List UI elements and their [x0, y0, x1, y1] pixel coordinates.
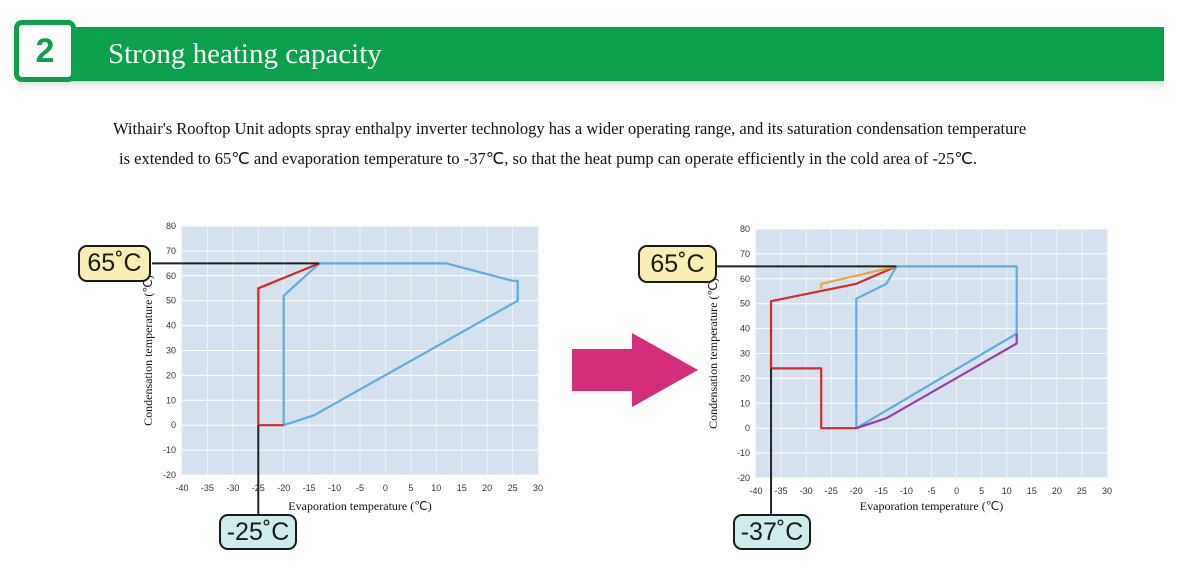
x-axis-label: Evaporation temperature (℃)	[860, 499, 1003, 513]
x-tick-label: -40	[749, 486, 762, 496]
y-axis-label: Condensation temperature (℃)	[141, 275, 155, 426]
x-tick-label: -20	[850, 486, 863, 496]
x-tick-label: -10	[328, 483, 341, 493]
x-tick-label: -10	[900, 486, 913, 496]
y-tick-label: 30	[166, 346, 176, 356]
x-tick-label: 25	[1077, 486, 1087, 496]
y-tick-label: 0	[171, 420, 176, 430]
y-tick-label: -10	[163, 445, 176, 455]
x-tick-label: 15	[1027, 486, 1037, 496]
description-line-1: Withair's Rooftop Unit adopts spray enth…	[113, 119, 1027, 138]
x-tick-label: -5	[356, 483, 364, 493]
x-tick-label: -30	[800, 486, 813, 496]
y-axis-label: Condensation temperature (℃)	[706, 278, 720, 429]
section-header-bar	[18, 27, 1164, 81]
series-line	[855, 333, 1018, 430]
y-tick-label: -20	[163, 470, 176, 480]
x-tick-label: 5	[408, 483, 413, 493]
x-tick-label: -20	[277, 483, 290, 493]
max-condensation-badge-right: 65˚C	[638, 245, 717, 283]
y-tick-label: 70	[166, 246, 176, 256]
y-tick-label: 80	[740, 224, 750, 234]
x-tick-label: 30	[533, 483, 543, 493]
min-evaporation-badge-right: -37˚C	[733, 514, 811, 550]
y-tick-label: 20	[740, 373, 750, 383]
y-tick-label: 40	[166, 321, 176, 331]
y-tick-label: 70	[740, 249, 750, 259]
x-tick-label: -15	[303, 483, 316, 493]
max-condensation-badge-left: 65˚C	[78, 245, 151, 282]
chart-left: -20-1001020304050607080-40-35-30-25-20-1…	[141, 221, 543, 514]
y-tick-label: -20	[737, 473, 750, 483]
x-tick-label: -15	[875, 486, 888, 496]
series-line	[282, 262, 519, 427]
x-tick-label: -35	[775, 486, 788, 496]
y-tick-label: 50	[740, 299, 750, 309]
x-tick-label: 30	[1102, 486, 1112, 496]
x-tick-label: -30	[226, 483, 239, 493]
series-line	[257, 262, 320, 427]
x-tick-label: 0	[383, 483, 388, 493]
x-tick-label: 25	[508, 483, 518, 493]
min-evaporation-badge-left: -25˚C	[219, 514, 297, 550]
x-tick-label: 0	[954, 486, 959, 496]
description-line-2: is extended to 65℃ and evaporation tempe…	[119, 149, 977, 168]
y-tick-label: 10	[166, 395, 176, 405]
series-line	[820, 265, 897, 289]
right-arrow-icon	[572, 333, 698, 407]
x-tick-label: -25	[825, 486, 838, 496]
description: Withair's Rooftop Unit adopts spray enth…	[113, 114, 1133, 174]
y-tick-label: 0	[745, 423, 750, 433]
x-tick-label: 15	[457, 483, 467, 493]
x-axis-label: Evaporation temperature (℃)	[288, 499, 431, 513]
y-tick-label: 60	[740, 274, 750, 284]
x-tick-label: 20	[482, 483, 492, 493]
x-tick-label: -40	[175, 483, 188, 493]
x-tick-label: 20	[1052, 486, 1062, 496]
y-tick-label: 50	[166, 296, 176, 306]
y-tick-label: 40	[740, 324, 750, 334]
x-tick-label: -5	[927, 486, 935, 496]
y-tick-label: 20	[166, 370, 176, 380]
x-tick-label: -35	[201, 483, 214, 493]
x-tick-label: 10	[1002, 486, 1012, 496]
y-tick-label: 60	[166, 271, 176, 281]
section-number-badge: 2	[14, 20, 76, 82]
section-title: Strong heating capacity	[108, 38, 382, 70]
y-tick-label: 80	[166, 221, 176, 231]
series-line	[769, 265, 897, 430]
x-tick-label: 5	[979, 486, 984, 496]
y-tick-label: 10	[740, 398, 750, 408]
header-shadow	[18, 81, 1164, 91]
x-tick-label: 10	[431, 483, 441, 493]
y-tick-label: 30	[740, 349, 750, 359]
y-tick-label: -10	[737, 448, 750, 458]
